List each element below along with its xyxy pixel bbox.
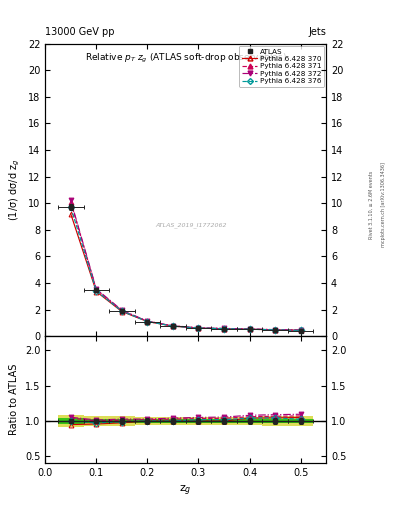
- Y-axis label: (1/σ) dσ/d z$_g$: (1/σ) dσ/d z$_g$: [8, 159, 22, 221]
- Line: Pythia 6.428 371: Pythia 6.428 371: [68, 199, 303, 333]
- Text: Jets: Jets: [309, 27, 326, 37]
- Line: Pythia 6.428 372: Pythia 6.428 372: [68, 198, 303, 332]
- Pythia 6.428 371: [171, 323, 175, 329]
- Pythia 6.428 370: [247, 326, 252, 332]
- Line: Pythia 6.428 376: Pythia 6.428 376: [68, 205, 303, 333]
- Pythia 6.428 372: [298, 327, 303, 333]
- Pythia 6.428 372: [273, 327, 277, 333]
- Text: Rivet 3.1.10, ≥ 2.6M events: Rivet 3.1.10, ≥ 2.6M events: [369, 170, 374, 239]
- Pythia 6.428 376: [222, 326, 226, 332]
- Pythia 6.428 371: [298, 327, 303, 333]
- Text: 13000 GeV pp: 13000 GeV pp: [45, 27, 115, 37]
- Pythia 6.428 370: [68, 211, 73, 217]
- Text: ATLAS_2019_I1772062: ATLAS_2019_I1772062: [156, 222, 227, 228]
- Pythia 6.428 370: [145, 318, 150, 325]
- Pythia 6.428 370: [119, 308, 124, 314]
- Pythia 6.428 376: [196, 325, 201, 331]
- Pythia 6.428 372: [145, 318, 150, 324]
- Text: mcplots.cern.ch [arXiv:1306.3436]: mcplots.cern.ch [arXiv:1306.3436]: [381, 162, 386, 247]
- Pythia 6.428 372: [196, 325, 201, 331]
- Pythia 6.428 371: [119, 308, 124, 314]
- Pythia 6.428 376: [247, 326, 252, 332]
- Legend: ATLAS, Pythia 6.428 370, Pythia 6.428 371, Pythia 6.428 372, Pythia 6.428 376: ATLAS, Pythia 6.428 370, Pythia 6.428 37…: [239, 46, 324, 87]
- Pythia 6.428 370: [298, 327, 303, 333]
- Pythia 6.428 372: [171, 323, 175, 329]
- Pythia 6.428 370: [196, 325, 201, 331]
- Pythia 6.428 376: [68, 204, 73, 210]
- Pythia 6.428 376: [94, 288, 99, 294]
- Pythia 6.428 371: [247, 326, 252, 332]
- Pythia 6.428 370: [222, 326, 226, 332]
- Pythia 6.428 371: [273, 327, 277, 333]
- Pythia 6.428 372: [222, 325, 226, 331]
- Pythia 6.428 371: [94, 287, 99, 293]
- Pythia 6.428 372: [119, 307, 124, 313]
- Pythia 6.428 371: [222, 326, 226, 332]
- Pythia 6.428 370: [273, 327, 277, 333]
- Pythia 6.428 376: [298, 327, 303, 333]
- Pythia 6.428 371: [196, 325, 201, 331]
- Pythia 6.428 370: [94, 288, 99, 294]
- Y-axis label: Ratio to ATLAS: Ratio to ATLAS: [9, 364, 19, 435]
- Pythia 6.428 376: [119, 308, 124, 314]
- Pythia 6.428 370: [171, 323, 175, 329]
- Pythia 6.428 372: [94, 286, 99, 292]
- Pythia 6.428 376: [171, 323, 175, 329]
- Pythia 6.428 372: [247, 326, 252, 332]
- Pythia 6.428 376: [145, 318, 150, 325]
- X-axis label: z$_g$: z$_g$: [180, 484, 192, 498]
- Line: Pythia 6.428 370: Pythia 6.428 370: [68, 211, 303, 333]
- Pythia 6.428 372: [68, 198, 73, 204]
- Pythia 6.428 371: [68, 199, 73, 205]
- Pythia 6.428 376: [273, 327, 277, 333]
- Text: Relative $p_T$ $z_g$ (ATLAS soft-drop observables): Relative $p_T$ $z_g$ (ATLAS soft-drop ob…: [85, 52, 286, 66]
- Pythia 6.428 371: [145, 318, 150, 324]
